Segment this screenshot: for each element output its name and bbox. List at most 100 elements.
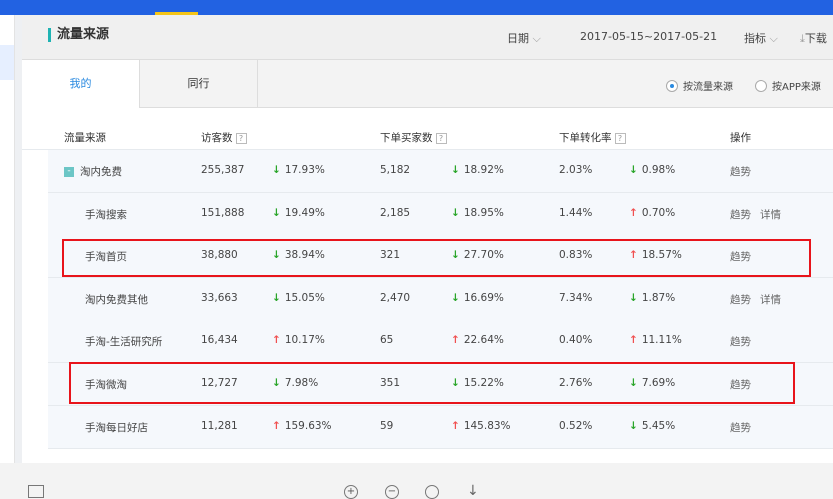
visitors-change: ↓ 15.05% xyxy=(272,292,325,304)
change-value: 18.95% xyxy=(463,206,504,219)
arrow-down-icon: ↓ xyxy=(451,291,460,304)
metric-dropdown[interactable]: 指标 ⌵ xyxy=(744,30,778,46)
highlight-box xyxy=(62,239,811,277)
radio-unchecked-icon xyxy=(755,79,767,92)
zoom-out-icon[interactable]: − xyxy=(385,485,399,499)
conversion-value: 2.76% xyxy=(559,377,593,389)
conversion-value: 0.40% xyxy=(559,334,593,347)
change-value: 22.64% xyxy=(463,334,504,347)
buyers-value: 59 xyxy=(380,419,394,432)
table-header: 流量来源 访客数? 下单买家数? 下单转化率? 操作 xyxy=(22,108,833,150)
conversion-value: 2.03% xyxy=(559,164,593,176)
arrow-down-icon: ↓ xyxy=(451,249,460,262)
trend-link[interactable]: 趋势 xyxy=(730,336,751,349)
conversion-change: ↓ 7.69% xyxy=(629,377,675,389)
detail-link[interactable]: 详情 xyxy=(760,293,781,306)
detail-link[interactable]: 详情 xyxy=(760,208,781,221)
change-value: 10.17% xyxy=(284,334,325,347)
arrow-down-icon: ↓ xyxy=(272,249,281,262)
radio-checked-icon xyxy=(666,79,678,92)
table-row: 手淘-生活研究所 16,434 ↑ 10.17% 65 ↑ 22.64% 0.40% ↑ 11.1… xyxy=(48,320,833,364)
download-label: 下载 xyxy=(804,32,827,45)
arrow-down-icon: ↓ xyxy=(272,291,281,304)
source-name: 手淘-生活研究所 xyxy=(85,334,162,349)
help-icon[interactable]: ? xyxy=(235,132,247,144)
col-conversion-label: 下单转化率 xyxy=(559,132,612,144)
trend-link[interactable]: 趋势 xyxy=(730,421,751,434)
table-row: 手淘每日好店 11,281 ↑ 159.63% 59 ↑ 145.83% 0.52% ↓ 5.45… xyxy=(48,405,833,449)
collapse-icon[interactable]: - xyxy=(64,167,74,177)
help-icon[interactable]: ? xyxy=(435,132,447,144)
trend-link[interactable]: 趋势 xyxy=(730,208,751,221)
col-source: 流量来源 xyxy=(64,132,106,144)
sidebar-active-item[interactable] xyxy=(0,45,14,80)
ops-cell: 趋势 xyxy=(730,420,760,435)
ops-cell: 趋势 xyxy=(730,377,760,392)
buyers-change: ↓ 18.95% xyxy=(451,207,504,219)
visitors-value: 255,387 xyxy=(201,164,245,176)
conversion-change: ↑ 11.11% xyxy=(629,334,682,346)
change-value: 1.87% xyxy=(641,291,676,304)
date-dropdown[interactable]: 日期 ⌵ xyxy=(507,30,541,46)
zoom-in-icon[interactable]: + xyxy=(344,485,358,499)
download-button[interactable]: ⤓下载 xyxy=(800,30,827,46)
arrow-down-icon: ↓ xyxy=(629,419,638,432)
visitors-change: ↓ 7.98% xyxy=(272,377,318,389)
col-visitors-label: 访客数 xyxy=(201,132,233,144)
buyers-value: 321 xyxy=(380,249,401,262)
source-label: 手淘-生活研究所 xyxy=(85,336,163,349)
change-value: 15.05% xyxy=(284,291,325,304)
arrow-up-icon: ↑ xyxy=(629,206,638,219)
trend-link[interactable]: 趋势 xyxy=(730,251,751,264)
arrow-down-icon: ↓ xyxy=(272,206,281,219)
change-value: 27.70% xyxy=(463,249,504,262)
ops-cell: 趋势 详情 xyxy=(730,207,790,222)
metric-label: 指标 xyxy=(744,32,766,45)
source-label: 手淘首页 xyxy=(85,251,127,264)
arrow-down-icon: ↓ xyxy=(629,164,638,176)
arrow-up-icon: ↑ xyxy=(451,419,460,432)
radio-by-traffic-source[interactable]: 按流量来源 xyxy=(666,78,733,93)
buyers-change: ↓ 15.22% xyxy=(451,377,504,389)
trend-link[interactable]: 趋势 xyxy=(730,293,751,306)
source-name: 手淘首页 xyxy=(85,249,127,264)
bottom-toolbar: + − ↓ xyxy=(0,463,833,499)
arrow-down-icon: ↓ xyxy=(272,377,281,389)
layout-icon[interactable] xyxy=(28,485,44,498)
visitors-change: ↓ 17.93% xyxy=(272,164,325,176)
highlight-box xyxy=(69,362,795,404)
visitors-change: ↑ 10.17% xyxy=(272,334,325,346)
change-value: 5.45% xyxy=(641,419,676,432)
arrow-down-icon: ↓ xyxy=(451,377,460,389)
help-icon[interactable]: ? xyxy=(614,132,626,144)
top-nav-bar xyxy=(0,0,833,15)
source-name: 手淘每日好店 xyxy=(85,420,148,435)
conversion-change: ↓ 5.45% xyxy=(629,420,675,432)
tab-peers[interactable]: 同行 xyxy=(140,60,258,108)
download-arrow-icon[interactable]: ↓ xyxy=(467,483,479,499)
source-label: 手淘每日好店 xyxy=(85,421,148,434)
chevron-down-icon: ⌵ xyxy=(769,32,778,45)
conversion-value: 0.83% xyxy=(559,249,593,262)
trend-link[interactable]: 趋势 xyxy=(730,379,751,391)
col-buyers: 下单买家数? xyxy=(380,130,447,145)
visitors-value: 38,880 xyxy=(201,249,238,262)
radio-label: 按流量来源 xyxy=(683,82,733,93)
source-label: 手淘微淘 xyxy=(85,379,127,391)
rotate-icon[interactable] xyxy=(425,485,439,499)
arrow-up-icon: ↑ xyxy=(629,334,638,347)
tab-mine[interactable]: 我的 xyxy=(22,60,140,109)
buyers-value: 351 xyxy=(380,377,401,389)
change-value: 38.94% xyxy=(284,249,325,262)
trend-link[interactable]: 趋势 xyxy=(730,166,751,178)
date-range[interactable]: 2017-05-15~2017-05-21 xyxy=(580,30,718,43)
buyers-change: ↑ 22.64% xyxy=(451,334,504,346)
visitors-value: 16,434 xyxy=(201,334,238,347)
radio-by-app-source[interactable]: 按APP来源 xyxy=(755,78,821,93)
change-value: 7.69% xyxy=(641,377,676,389)
arrow-down-icon: ↓ xyxy=(272,164,281,176)
visitors-value: 11,281 xyxy=(201,419,238,432)
arrow-up-icon: ↑ xyxy=(629,249,638,262)
buyers-value: 2,470 xyxy=(380,291,411,304)
conversion-change: ↑ 18.57% xyxy=(629,249,682,261)
